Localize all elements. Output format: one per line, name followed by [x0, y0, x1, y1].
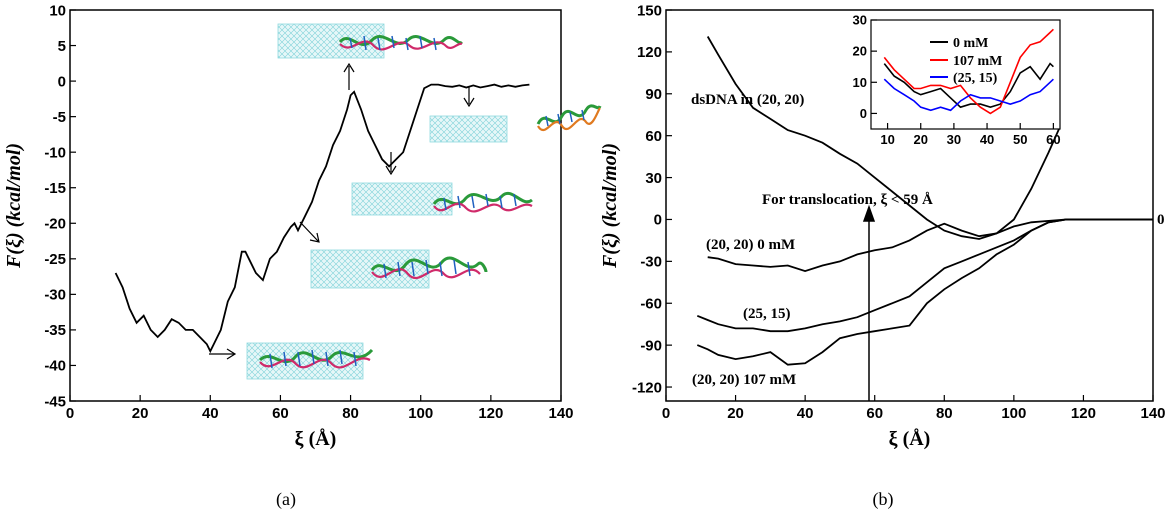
panel-b-plot-frame	[665, 9, 1154, 402]
panel-a-ytick-label: 10	[49, 2, 66, 19]
inset-xtick-label: 20	[914, 132, 928, 147]
inset-chart-axes: 10 20 30 40 50 60 0 10 20 30	[853, 13, 1061, 147]
panel-a-xtick-label: 60	[272, 405, 289, 422]
panel-a: 0 20 40 60 80 100 120 140 10 5 0 -5 -10 -15 -20 -25 -30 -…	[3, 2, 602, 510]
legend-label-0mM: 0 mM	[953, 36, 988, 51]
dsDNA-free-snapshot	[536, 104, 602, 132]
panel-b-series-line-3	[696, 218, 1153, 366]
panel-a-arrows	[209, 62, 475, 360]
panel-a-plot-frame	[69, 9, 562, 402]
panel-a-xtick-label: 120	[478, 405, 503, 422]
panel-b-axes: 0 20 40 60 80 100 120 1401501209060300-30-60-90…	[599, 2, 1166, 450]
panel-b-series	[696, 36, 1153, 366]
panel-a-xtick-label: 0	[66, 405, 74, 422]
panel-b-xtick-label: 120	[1071, 405, 1096, 422]
panel-b: 0 20 40 60 80 100 120 1401501209060300-30-60-90…	[599, 2, 1166, 510]
dsDNA-nanotube-snapshot-3	[310, 249, 488, 289]
panel-b-y-axis-label: F(ξ) (kcal/mol)	[599, 143, 621, 269]
series-label-107mM: (20, 20) 107 mM	[692, 372, 796, 388]
panel-a-ytick-label: 0	[58, 73, 66, 90]
dsDNA-nanotube-snapshot-4	[246, 342, 374, 380]
translocation-label: For translocation, ξ < 59 Å	[762, 192, 933, 208]
panel-a-ytick-label: -10	[44, 144, 66, 161]
panel-b-xtick-label: 20	[727, 405, 744, 422]
series-label-25-15: (25, 15)	[743, 306, 791, 322]
inset-series-line-2	[883, 78, 1054, 112]
panel-a-xtick-label: 40	[202, 405, 219, 422]
panel-b-xtick-label: 100	[1001, 405, 1026, 422]
inset-series-line-0	[883, 62, 1054, 109]
panel-a-ytick-label: 5	[58, 38, 66, 55]
panel-a-xtick-label: 140	[548, 405, 573, 422]
panel-a-axes: 0 20 40 60 80 100 120 140 10 5 0 -5 -10 -15 -20 -25 -30 -…	[3, 2, 574, 450]
panel-b-xtick-label: 40	[797, 405, 814, 422]
panel-a-y-axis-label: F(ξ) (kcal/mol)	[3, 143, 25, 269]
inset-ytick-label: 30	[853, 13, 867, 28]
empty-nanotube-snapshot	[429, 115, 508, 143]
panel-b-ytick-label: -30	[640, 254, 662, 271]
panel-a-ytick-label: -45	[44, 393, 66, 410]
panel-a-x-axis-label: ξ (Å)	[295, 427, 337, 450]
inset-legend: 0 mM 107 mM (25, 15)	[930, 36, 1002, 86]
panel-a-ytick-label: -25	[44, 251, 66, 268]
panel-a-ytick-label: -5	[53, 109, 66, 126]
panel-b-ytick-label: -60	[640, 296, 662, 313]
panel-b-label: (b)	[873, 489, 894, 510]
inset-xtick-label: 10	[880, 132, 894, 147]
inset-xtick-label: 30	[947, 132, 961, 147]
panel-b-ytick-label: 60	[645, 128, 662, 145]
panel-b-ytick-label: -90	[640, 337, 662, 354]
panel-b-ytick-label: 120	[637, 44, 662, 61]
series-label-0mM: (20, 20) 0 mM	[706, 237, 795, 253]
panel-a-ytick-label: -40	[44, 358, 66, 375]
legend-label-107mM: 107 mM	[953, 54, 1002, 69]
dsDNA-nanotube-snapshot-1	[277, 23, 464, 59]
panel-b-xtick-label: 0	[662, 405, 670, 422]
inset-ytick-label: 10	[853, 75, 867, 90]
panel-b-ytick-label: 150	[637, 2, 662, 19]
inset-xtick-label: 50	[1013, 132, 1027, 147]
panel-b-ytick-label: -120	[632, 379, 662, 396]
inset-chart-frame	[870, 19, 1061, 130]
panel-b-xtick-label: 80	[936, 405, 953, 422]
panel-b-ytick-label: 90	[645, 86, 662, 103]
inset-xtick-label: 60	[1046, 132, 1060, 147]
zero-label: 0	[1157, 212, 1165, 228]
panel-b-xtick-label: 140	[1140, 405, 1165, 422]
inset-xtick-label: 40	[980, 132, 994, 147]
panel-a-xtick-label: 100	[408, 405, 433, 422]
inset-chart-series	[883, 28, 1054, 115]
panel-b-x-axis-label: ξ (Å)	[889, 427, 931, 450]
panel-b-ytick-label: 0	[654, 212, 662, 229]
panel-b-ytick-label: 30	[645, 170, 662, 187]
panel-a-xtick-label: 20	[132, 405, 149, 422]
dsdna-label: dsDNA in (20, 20)	[691, 92, 804, 108]
panel-b-series-line-0	[706, 36, 1060, 240]
dsDNA-nanotube-snapshot-2	[351, 182, 533, 216]
panel-b-xtick-label: 60	[866, 405, 883, 422]
translocation-arrow	[862, 204, 876, 401]
panel-a-xtick-label: 80	[342, 405, 359, 422]
inset-chart: 10 20 30 40 50 60 0 10 20 30 0 mM 107 mM (25, 15)	[853, 13, 1061, 147]
panel-a-series-line	[114, 83, 530, 354]
panel-a-ytick-label: -20	[44, 216, 66, 233]
panel-a-label: (a)	[276, 489, 296, 510]
inset-series-line-1	[883, 28, 1054, 115]
panel-a-ytick-label: -30	[44, 287, 66, 304]
legend-label-25-15: (25, 15)	[953, 71, 998, 86]
panel-a-ytick-label: -15	[44, 180, 66, 197]
inset-ytick-label: 0	[860, 106, 867, 121]
panel-a-ytick-label: -35	[44, 322, 66, 339]
inset-ytick-label: 20	[853, 44, 867, 59]
